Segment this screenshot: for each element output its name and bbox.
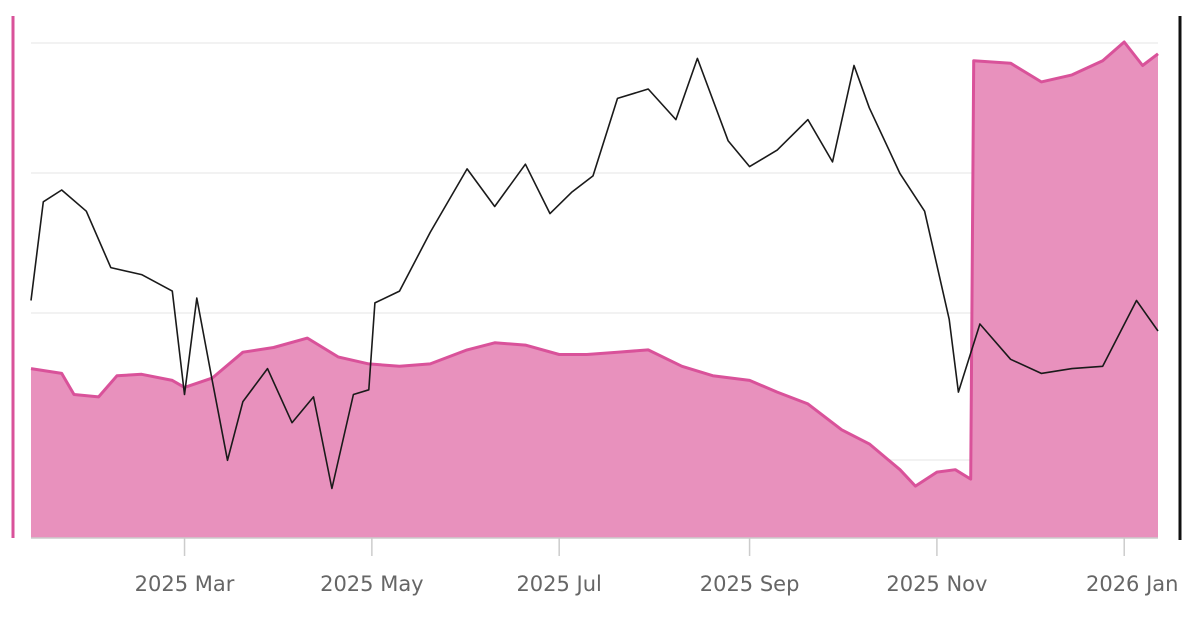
line-series (30, 57, 1159, 490)
x-tick-label: 2025 Nov (886, 572, 987, 596)
x-tick-label: 2025 Jul (516, 572, 601, 596)
x-tick-label: 2025 Sep (700, 572, 800, 596)
area-series-layer (30, 40, 1159, 538)
x-tick-label: 2025 May (320, 572, 424, 596)
area-series-fill (31, 42, 1158, 538)
line-series-layer (30, 57, 1159, 490)
x-axis-ticks: 2025 Mar 2025 May 2025 Jul 2025 Sep 2025 Nov… (135, 538, 1179, 596)
x-tick-label: 2025 Mar (135, 572, 235, 596)
axes (11, 16, 1182, 540)
area-series-line (30, 40, 1159, 488)
x-tick-label: 2026 Jan (1086, 572, 1179, 596)
